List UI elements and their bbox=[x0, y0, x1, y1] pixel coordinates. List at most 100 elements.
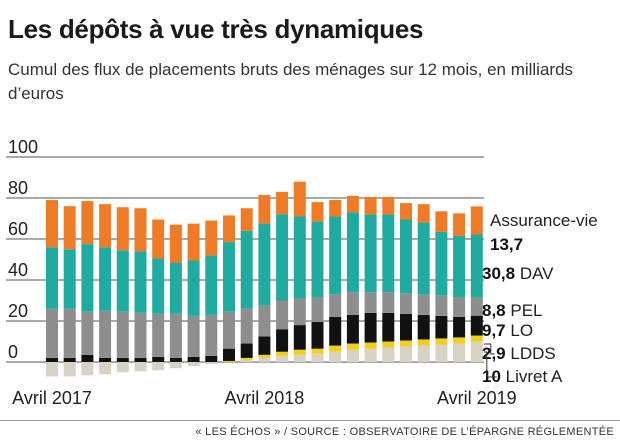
bar-segment-livret-a bbox=[293, 354, 306, 362]
bar-segment-ldds bbox=[417, 339, 430, 346]
bar-segment-livret-a bbox=[81, 362, 94, 376]
bar-segment-pel bbox=[453, 297, 466, 317]
bar-segment-lo bbox=[435, 315, 448, 339]
bar-segment-lo bbox=[311, 322, 324, 349]
bar-segment-pel bbox=[81, 311, 94, 355]
bar-segment-pel bbox=[470, 297, 483, 316]
bar-segment-livret-a bbox=[169, 362, 182, 369]
bar-segment-ldds bbox=[435, 338, 448, 345]
bar-segment-dav bbox=[223, 242, 235, 312]
bar-segment-dav bbox=[346, 212, 359, 293]
bar-segment-dav bbox=[46, 247, 58, 309]
bar-segment-ldds bbox=[453, 337, 466, 344]
bar-segment-dav bbox=[364, 214, 377, 293]
bar-segment-pel bbox=[205, 314, 218, 356]
bar-segment-ldds bbox=[223, 360, 235, 362]
bar-segment-lo bbox=[63, 357, 76, 362]
bar-segment-livret-a bbox=[187, 362, 200, 367]
y-tick-label: 0 bbox=[8, 342, 18, 362]
bar-segment-ldds bbox=[276, 351, 289, 356]
bar-segment-dav bbox=[240, 230, 253, 309]
bar-segment-livret-a bbox=[46, 362, 58, 377]
bar-segment-livret-a bbox=[63, 362, 76, 377]
bar-segment-dav bbox=[205, 255, 218, 315]
footer-rule bbox=[0, 420, 620, 421]
bar-segment-ldds bbox=[329, 345, 342, 352]
label-lo: 9,7 LO bbox=[482, 321, 533, 340]
bar-segment-ldds bbox=[364, 342, 377, 349]
bar-segment-pel bbox=[276, 300, 289, 330]
bar-segment-pel bbox=[364, 292, 377, 313]
y-tick-label: 100 bbox=[8, 137, 38, 157]
bar-segment-dav bbox=[293, 216, 306, 299]
bar-segment-assurance-vie bbox=[46, 200, 58, 248]
bar-segment-lo bbox=[240, 343, 253, 358]
bar-segment-assurance-vie bbox=[453, 213, 466, 236]
bar-segment-pel bbox=[99, 310, 112, 358]
bar-segment-pel bbox=[293, 298, 306, 326]
bar-segment-ldds bbox=[400, 340, 412, 347]
bar-segment-assurance-vie bbox=[329, 200, 342, 217]
bar-segment-lo bbox=[364, 312, 377, 343]
bar-segment-lo bbox=[417, 314, 430, 340]
bar-segment-lo bbox=[205, 355, 218, 362]
bar-segment-pel bbox=[134, 312, 147, 358]
bar-segment-lo bbox=[187, 356, 200, 362]
bar-segment-assurance-vie bbox=[116, 207, 129, 251]
bar-segment-dav bbox=[81, 244, 94, 312]
bar-segment-pel bbox=[311, 297, 324, 323]
bar-segment-pel bbox=[435, 295, 448, 316]
bar-segment-lo bbox=[400, 313, 412, 341]
bar-segment-pel bbox=[169, 313, 182, 358]
bar-segment-pel bbox=[152, 313, 165, 357]
x-tick-label: Avril 2019 bbox=[437, 388, 517, 408]
y-tick-label: 60 bbox=[8, 219, 28, 239]
bar-segment-livret-a bbox=[116, 362, 129, 373]
bar-segment-pel bbox=[223, 311, 235, 349]
bar-segment-dav bbox=[276, 214, 289, 301]
bar-segment-ldds bbox=[346, 343, 359, 350]
bar-segment-livret-a bbox=[240, 359, 253, 362]
bar-segment-livret-a bbox=[382, 347, 395, 362]
label-dav: 30,8 DAV bbox=[482, 264, 554, 283]
bar-segment-assurance-vie bbox=[187, 223, 200, 261]
y-tick-label: 40 bbox=[8, 260, 28, 280]
bar-segment-livret-a bbox=[329, 351, 342, 362]
bar-segment-dav bbox=[169, 262, 182, 314]
bar-segment-livret-a bbox=[134, 362, 147, 372]
bar-segment-dav bbox=[63, 249, 76, 309]
bar-segment-pel bbox=[46, 308, 58, 358]
bar-segment-livret-a bbox=[205, 362, 218, 365]
bar-segment-assurance-vie bbox=[276, 191, 289, 215]
bar-segment-pel bbox=[240, 308, 253, 344]
bar-segment-assurance-vie bbox=[346, 195, 359, 213]
bar-segment-assurance-vie bbox=[81, 201, 94, 245]
leader-line-ldds bbox=[483, 343, 495, 355]
bar-segment-ldds bbox=[240, 357, 253, 360]
label-pel: 8,8 PEL bbox=[482, 301, 543, 320]
bar-segment-lo bbox=[134, 357, 147, 362]
bar-segment-dav bbox=[400, 219, 412, 294]
bar-segment-pel bbox=[400, 293, 412, 314]
bar-segment-lo bbox=[382, 312, 395, 342]
bar-segment-ldds bbox=[470, 335, 483, 342]
bar-segment-dav bbox=[116, 250, 129, 312]
bar-segment-lo bbox=[152, 356, 165, 362]
bar-segment-assurance-vie bbox=[311, 202, 324, 222]
bar-segment-pel bbox=[187, 315, 200, 357]
bar-segment-assurance-vie bbox=[99, 204, 112, 248]
bar-segment-lo bbox=[346, 314, 359, 344]
bar-segment-assurance-vie bbox=[470, 206, 483, 235]
bar-segment-dav bbox=[152, 258, 165, 314]
bar-segment-assurance-vie bbox=[258, 194, 271, 224]
bar-segment-lo bbox=[258, 336, 271, 355]
bar-segment-pel bbox=[258, 305, 271, 337]
bar-segment-lo bbox=[276, 329, 289, 352]
bar-segment-pel bbox=[382, 292, 395, 313]
bar-segment-livret-a bbox=[258, 357, 271, 362]
bar-segment-dav bbox=[382, 214, 395, 293]
bar-segment-assurance-vie bbox=[400, 203, 412, 220]
leader-line-livret-a bbox=[483, 351, 497, 378]
